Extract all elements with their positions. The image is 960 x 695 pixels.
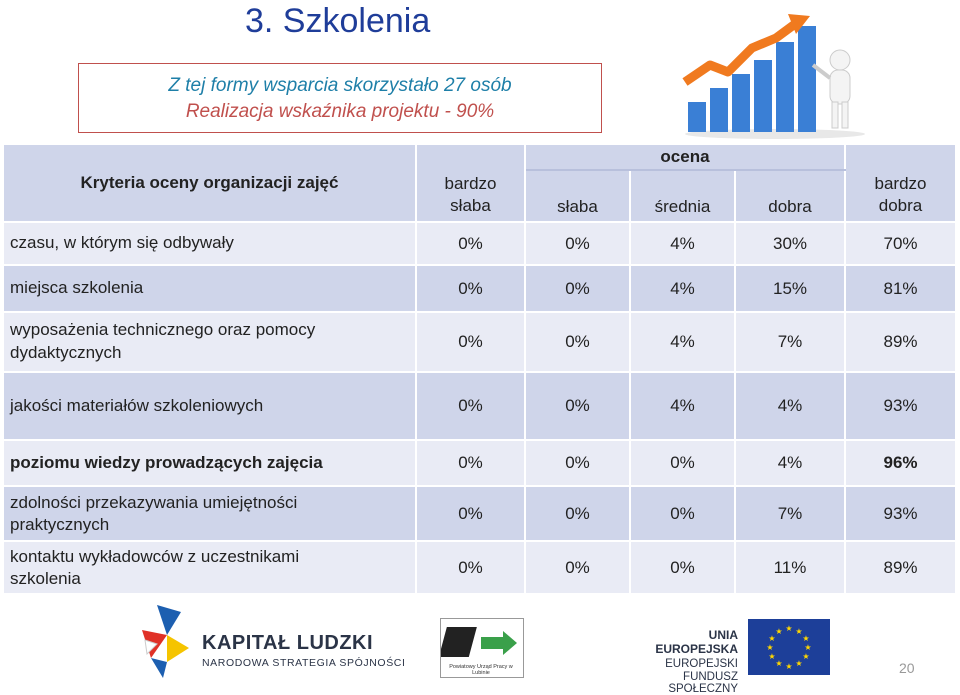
- value-cell: 0%: [415, 485, 526, 542]
- summary-line-indicator: Realizacja wskaźnika projektu - 90%: [185, 101, 495, 122]
- value-cell: 0%: [524, 439, 631, 487]
- value-cell: 0%: [524, 540, 631, 595]
- slide-title: 3. Szkolenia: [245, 2, 431, 40]
- value-cell: 89%: [844, 540, 957, 595]
- svg-text:★: ★: [802, 652, 809, 661]
- value-cell: 70%: [844, 221, 957, 266]
- grade-header-dobra: dobra: [734, 169, 846, 223]
- eu-text: UNIA EUROPEJSKA EUROPEJSKI FUNDUSZ SPOŁE…: [625, 628, 738, 695]
- eu-line2: EUROPEJSKI: [665, 658, 738, 670]
- table-row: jakości materiałów szkoleniowych 0% 0% 4…: [2, 371, 957, 441]
- criterion-label: wyposażenia technicznego oraz pomocy dyd…: [2, 311, 417, 373]
- value-cell: 0%: [415, 540, 526, 595]
- value-cell: 4%: [734, 439, 846, 487]
- grade-header-slaba: słaba: [524, 169, 631, 223]
- value-cell: 0%: [415, 371, 526, 441]
- page-number: 20: [899, 660, 915, 676]
- table-row: miejsca szkolenia 0% 0% 4% 15% 81%: [2, 264, 957, 313]
- value-cell: 0%: [524, 264, 631, 313]
- svg-text:★: ★: [802, 634, 809, 643]
- value-cell: 0%: [524, 221, 631, 266]
- summary-box: Z tej formy wsparcia skorzystało 27 osób…: [78, 63, 602, 133]
- value-cell: 0%: [629, 439, 736, 487]
- participant-count: 27: [443, 75, 466, 96]
- svg-text:★: ★: [795, 659, 802, 668]
- value-cell: 4%: [629, 371, 736, 441]
- summary-line-participants: Z tej formy wsparcia skorzystało 27 osób: [79, 75, 601, 97]
- svg-text:★: ★: [775, 627, 782, 636]
- value-cell: 0%: [524, 371, 631, 441]
- evaluation-table: Kryteria oceny organizacji zajęć bardzo …: [2, 143, 957, 595]
- value-cell: 0%: [415, 221, 526, 266]
- value-cell: 4%: [734, 371, 846, 441]
- eu-flag-icon: ★ ★★ ★★★ ★★★ ★★★: [748, 619, 830, 675]
- svg-text:★: ★: [768, 652, 775, 661]
- svg-text:★: ★: [775, 659, 782, 668]
- kapital-ludzki-logo: [142, 605, 189, 678]
- table-row: poziomu wiedzy prowadzących zajęcia 0% 0…: [2, 439, 957, 487]
- svg-text:★: ★: [785, 662, 792, 671]
- value-cell: 93%: [844, 371, 957, 441]
- value-cell: 4%: [629, 311, 736, 373]
- rating-header: ocena: [524, 143, 846, 171]
- table-row: kontaktu wykładowców z uczestnikami szko…: [2, 540, 957, 595]
- criterion-label: miejsca szkolenia: [2, 264, 417, 313]
- eu-line3: FUNDUSZ SPOŁECZNY: [668, 671, 738, 695]
- value-cell: 93%: [844, 485, 957, 542]
- pup-caption: Powiatowy Urząd Pracy w Lubinie: [449, 664, 513, 676]
- growth-chart-illustration: [682, 14, 865, 139]
- pup-logo: [440, 618, 524, 678]
- summary-suffix: osób: [465, 75, 512, 96]
- svg-text:★: ★: [766, 643, 773, 652]
- value-cell: 0%: [524, 311, 631, 373]
- value-cell: 0%: [415, 264, 526, 313]
- kl-subtitle: NARODOWA STRATEGIA SPÓJNOŚCI: [202, 657, 406, 669]
- grade-header-bardzo-slaba: bardzo słaba: [415, 143, 526, 223]
- criterion-label: jakości materiałów szkoleniowych: [2, 371, 417, 441]
- value-cell: 0%: [629, 485, 736, 542]
- value-cell: 0%: [524, 485, 631, 542]
- value-cell: 11%: [734, 540, 846, 595]
- value-cell: 0%: [629, 540, 736, 595]
- svg-text:★: ★: [795, 627, 802, 636]
- kl-title: KAPITAŁ LUDZKI: [202, 632, 374, 654]
- summary-prefix: Z tej formy wsparcia skorzystało: [168, 75, 444, 96]
- svg-text:★: ★: [804, 643, 811, 652]
- value-cell: 15%: [734, 264, 846, 313]
- eu-line1: UNIA EUROPEJSKA: [655, 628, 738, 656]
- table-row: czasu, w którym się odbywały 0% 0% 4% 30…: [2, 221, 957, 266]
- value-cell: 4%: [629, 221, 736, 266]
- table-row: wyposażenia technicznego oraz pomocy dyd…: [2, 311, 957, 373]
- criteria-header: Kryteria oceny organizacji zajęć: [2, 143, 417, 223]
- criterion-label: czasu, w którym się odbywały: [2, 221, 417, 266]
- value-cell: 4%: [629, 264, 736, 313]
- value-cell: 81%: [844, 264, 957, 313]
- table-row: zdolności przekazywania umiejętności pra…: [2, 485, 957, 542]
- kapital-ludzki-text: KAPITAŁ LUDZKI NARODOWA STRATEGIA SPÓJNO…: [202, 632, 406, 669]
- criterion-label: zdolności przekazywania umiejętności pra…: [2, 485, 417, 542]
- value-cell: 0%: [415, 311, 526, 373]
- grade-header-srednia: średnia: [629, 169, 736, 223]
- value-cell: 96%: [844, 439, 957, 487]
- value-cell: 0%: [415, 439, 526, 487]
- svg-text:★: ★: [785, 624, 792, 633]
- criterion-label: poziomu wiedzy prowadzących zajęcia: [2, 439, 417, 487]
- footer-logos: KAPITAŁ LUDZKI NARODOWA STRATEGIA SPÓJNO…: [0, 600, 960, 695]
- svg-text:★: ★: [768, 634, 775, 643]
- value-cell: 7%: [734, 311, 846, 373]
- value-cell: 7%: [734, 485, 846, 542]
- criterion-label: kontaktu wykładowców z uczestnikami szko…: [2, 540, 417, 595]
- grade-header-bardzo-dobra: bardzo dobra: [844, 143, 957, 223]
- value-cell: 30%: [734, 221, 846, 266]
- value-cell: 89%: [844, 311, 957, 373]
